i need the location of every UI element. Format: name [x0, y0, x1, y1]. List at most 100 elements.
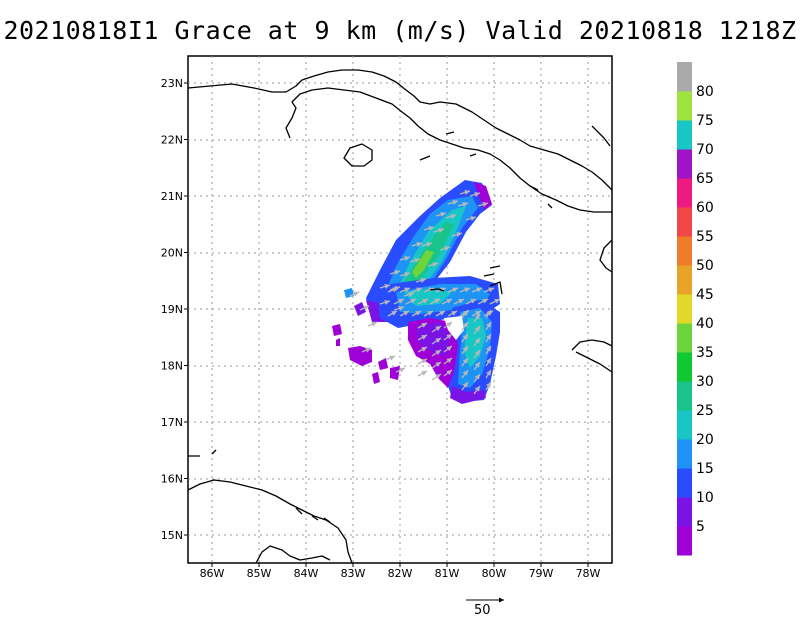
wind-vector — [417, 298, 429, 305]
wind-vector — [411, 242, 423, 247]
lon-label-85w: 85W — [247, 567, 272, 580]
wind-vector — [469, 192, 481, 197]
wind-vector — [461, 345, 469, 355]
longitude-tick-labels: 86W 85W 84W 83W 82W 81W 80W 79W 78W — [200, 567, 601, 580]
echo-west-8 — [336, 338, 340, 346]
wind-vector — [393, 298, 405, 305]
echo-west-5 — [378, 358, 388, 370]
colorbar-label-65: 65 — [696, 171, 714, 187]
wind-vector — [387, 310, 398, 317]
coastlines — [188, 69, 612, 563]
wind-vector — [387, 287, 399, 293]
wind-vector — [393, 306, 405, 311]
colorbar-segment — [677, 265, 692, 295]
wind-vector — [395, 367, 406, 373]
coast-cayman — [429, 288, 445, 292]
wind-vector — [477, 298, 489, 305]
wind-vector — [431, 337, 442, 345]
lon-label-86w: 86W — [200, 567, 225, 580]
wind-vector — [443, 357, 453, 365]
wind-vector — [399, 310, 410, 317]
wind-vector — [473, 337, 481, 347]
colorbar-label-80: 80 — [696, 84, 714, 100]
swath-middle-inner — [404, 288, 452, 306]
coast-keys — [419, 125, 611, 209]
coast-jamaica-east — [483, 265, 503, 295]
colorbar-segment — [677, 178, 692, 208]
wind-vector — [443, 369, 453, 377]
wind-vector — [409, 258, 421, 263]
lon-label-78w: 78W — [576, 567, 601, 580]
coast-isla-juventud — [343, 143, 373, 167]
echo-west-6 — [390, 366, 400, 380]
swath-southwest-core — [416, 322, 450, 356]
lon-label-82w: 82W — [388, 567, 413, 580]
colorbar-label-5: 5 — [696, 519, 705, 535]
wind-vector — [485, 333, 492, 343]
wind-vector — [447, 287, 459, 293]
wind-vector — [473, 349, 481, 359]
colorbar-segment — [677, 410, 692, 440]
wind-vector — [461, 357, 469, 367]
wind-vector — [379, 284, 391, 289]
lon-label-79w: 79W — [529, 567, 554, 580]
colorbar-label-35: 35 — [696, 345, 714, 361]
wind-vector — [361, 347, 372, 353]
colorbar-label-20: 20 — [696, 432, 714, 448]
wind-vector — [423, 310, 434, 317]
wind-vector — [483, 287, 495, 293]
wind-vector — [473, 313, 481, 323]
wind-vector — [461, 333, 469, 343]
colorbar-segment — [677, 352, 692, 382]
wind-vectors — [349, 190, 501, 395]
coast-honduras-south — [255, 545, 331, 563]
wind-vector — [415, 278, 427, 283]
wind-vector — [427, 262, 439, 267]
colorbar-segment — [677, 526, 692, 556]
wind-vector — [435, 310, 446, 317]
wind-vector — [485, 357, 492, 367]
coast-hispaniola — [599, 239, 612, 273]
colorbar-segment — [677, 62, 692, 92]
lat-label-16n: 16N — [161, 473, 183, 486]
wind-vector — [431, 361, 442, 369]
wind-vector — [417, 334, 428, 341]
wind-vector — [399, 287, 411, 293]
wind-vector — [417, 370, 428, 377]
lat-label-15n: 15N — [161, 529, 183, 542]
wind-vector — [417, 346, 428, 353]
colorbar-segment — [677, 381, 692, 411]
lat-label-21n: 21N — [161, 190, 183, 203]
colorbar-label-70: 70 — [696, 142, 714, 158]
wind-vector — [453, 298, 465, 305]
wind-vector — [465, 216, 477, 221]
wind-vector — [459, 287, 471, 293]
colorbar-segment — [677, 439, 692, 469]
colorbar-label-25: 25 — [696, 403, 714, 419]
wind-vector — [461, 369, 469, 379]
coast-cuba-south — [285, 87, 612, 213]
wind-vector — [473, 325, 481, 335]
colorbar-label-40: 40 — [696, 316, 714, 332]
wind-vector — [451, 232, 463, 237]
wind-vector — [399, 256, 411, 261]
lat-label-23n: 23N — [161, 77, 183, 90]
colorbar-segment — [677, 294, 692, 324]
wind-vector — [485, 381, 492, 391]
wind-vector — [443, 321, 453, 329]
wind-vector — [389, 270, 401, 275]
wind-vector — [461, 381, 469, 391]
wind-vector — [473, 373, 481, 383]
wind-vector — [443, 345, 453, 353]
coast-cuba — [188, 69, 612, 191]
colorbar-labels: 5 10 15 20 25 30 35 40 45 50 55 60 65 70 75 80 — [696, 84, 714, 535]
wind-vector — [459, 190, 471, 195]
lat-label-22n: 22N — [161, 134, 183, 147]
wind-vector — [485, 321, 492, 331]
lat-label-18n: 18N — [161, 360, 183, 373]
wind-vector — [439, 246, 451, 251]
lat-label-20n: 20N — [161, 247, 183, 260]
wind-vector — [423, 226, 435, 231]
lon-label-81w: 81W — [435, 567, 460, 580]
